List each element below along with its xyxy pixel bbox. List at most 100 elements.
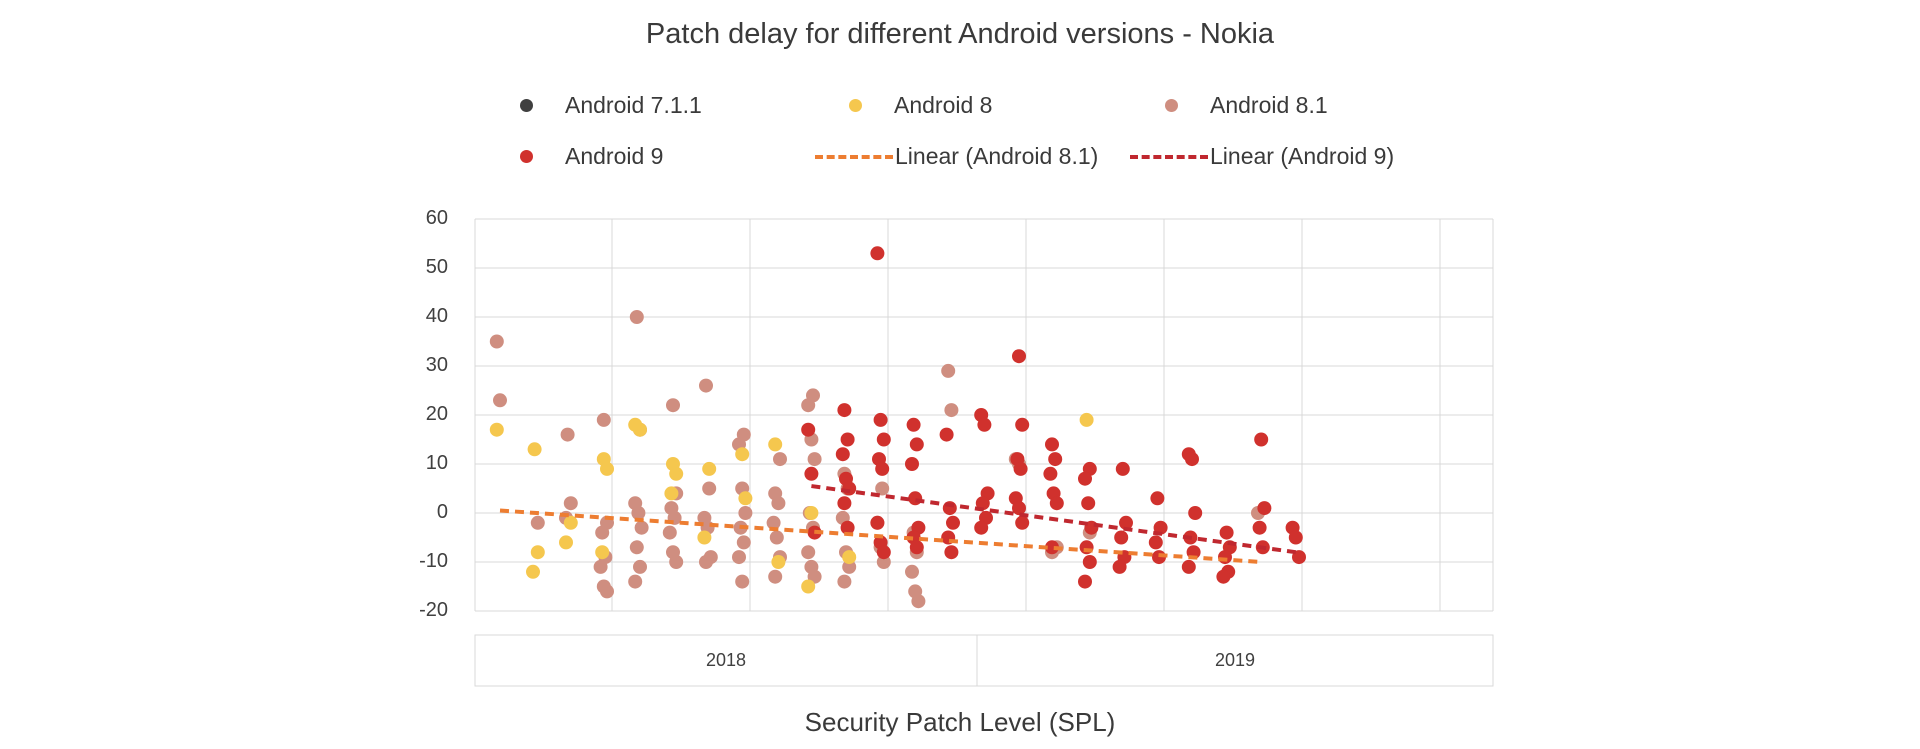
data-point-android-8-1 [631, 506, 646, 520]
data-point-android-8 [669, 466, 684, 481]
data-point-android-9 [1045, 437, 1059, 452]
data-point-android-8-1 [628, 574, 643, 589]
legend-line-linear-android-8-1 [815, 154, 893, 159]
y-tick-label: 50 [425, 256, 448, 278]
legend-item-linear-android-8-1: Linear (Android 8.1) [815, 143, 1098, 170]
legend-label-linear-android-8-1: Linear (Android 8.1) [895, 143, 1099, 169]
data-point-android-9 [906, 417, 921, 432]
data-point-android-9 [1188, 506, 1203, 520]
data-point-android-9 [1288, 530, 1303, 545]
data-point-android-8-1 [875, 481, 890, 496]
data-point-android-8-1 [493, 393, 507, 408]
data-point-android-8 [600, 461, 614, 476]
data-point-android-9 [974, 520, 989, 535]
data-point-android-8 [842, 550, 857, 565]
data-point-android-8 [801, 579, 816, 594]
chart-title: Patch delay for different Android versio… [645, 18, 1275, 50]
data-point-android-8-1 [941, 363, 956, 378]
data-point-android-9 [840, 432, 855, 447]
data-point-android-9 [1081, 496, 1096, 511]
data-point-android-9 [1043, 466, 1058, 481]
y-tick-label: -20 [419, 599, 448, 621]
data-point-android-8 [526, 564, 540, 579]
data-point-android-8 [527, 442, 542, 457]
data-point-android-9 [1013, 461, 1028, 476]
legend-line-linear-android-9 [1130, 154, 1208, 159]
data-point-android-8-1 [563, 496, 578, 511]
data-point-android-8 [771, 555, 786, 569]
y-tick-label: 10 [425, 452, 448, 474]
data-point-android-9 [909, 540, 924, 555]
data-point-android-9 [1012, 501, 1026, 516]
data-point-android-8-1 [699, 555, 713, 569]
data-point-android-8-1 [876, 555, 891, 569]
data-point-android-8-1 [702, 481, 717, 496]
data-point-android-9 [1015, 417, 1030, 432]
data-point-android-9 [876, 545, 891, 560]
data-point-android-8-1 [629, 540, 644, 555]
legend-item-android-8-1: Android 8.1 [1153, 92, 1328, 119]
data-point-android-8-1 [732, 550, 746, 565]
legend-marker-android-9 [520, 150, 533, 163]
data-point-android-9 [975, 496, 990, 511]
data-point-android-8-1 [633, 559, 647, 574]
data-point-android-8 [563, 515, 578, 530]
data-point-android-8-1 [596, 412, 611, 427]
x-category-label: 2018 [705, 650, 747, 670]
legend-item-android-7-1-1: Android 7.1.1 [508, 92, 702, 119]
data-point-android-8-1 [837, 574, 852, 589]
data-point-android-8-1 [735, 574, 750, 589]
data-point-android-9 [909, 437, 924, 452]
data-point-android-8 [697, 530, 712, 545]
data-point-android-9 [870, 515, 885, 530]
legend-marker-android-8-1 [1165, 99, 1178, 112]
data-point-android-8-1 [600, 584, 614, 599]
legend-marker-android-8 [849, 99, 862, 112]
data-point-android-8-1 [669, 555, 684, 569]
data-point-android-8-1 [595, 525, 610, 540]
legend-label-android-8: Android 8 [894, 92, 993, 118]
data-point-android-9 [837, 403, 852, 418]
legend-label-android-8-1: Android 8.1 [1210, 92, 1328, 118]
y-tick-label: 60 [425, 207, 448, 229]
data-point-android-8 [735, 447, 750, 462]
data-point-android-9 [1115, 461, 1130, 476]
data-point-android-8-1 [911, 594, 926, 609]
data-point-android-9 [1015, 515, 1030, 530]
data-point-android-9 [876, 432, 891, 447]
y-tick-label: 40 [425, 305, 448, 327]
data-point-android-9 [837, 496, 852, 511]
trendline-linear-android-8-1 [499, 508, 1262, 564]
data-point-android-9 [946, 515, 960, 530]
data-point-android-9 [977, 417, 992, 432]
data-point-android-9 [1048, 452, 1063, 467]
data-point-android-8-1 [801, 398, 816, 413]
data-point-android-9 [1254, 432, 1269, 447]
data-point-android-8 [595, 545, 610, 560]
data-point-android-8-1 [773, 452, 787, 467]
data-point-android-8-1 [771, 496, 786, 511]
y-tick-label: -10 [419, 550, 448, 572]
data-point-android-9 [1012, 349, 1026, 364]
data-point-android-9 [1153, 520, 1168, 535]
x-category-label: 2019 [1214, 650, 1256, 670]
data-point-android-9 [1082, 555, 1097, 569]
data-point-android-9 [905, 457, 919, 471]
data-point-android-9 [1219, 525, 1234, 540]
data-point-android-9 [804, 466, 819, 481]
data-point-android-8-1 [738, 506, 753, 520]
data-point-android-9 [1112, 559, 1127, 574]
data-point-android-9 [1049, 496, 1064, 511]
data-point-android-8 [530, 545, 545, 560]
data-point-android-9 [1252, 520, 1267, 535]
data-point-android-8 [1079, 412, 1094, 427]
category-axis-box [474, 634, 1494, 687]
data-point-android-8-1 [489, 334, 504, 349]
data-point-android-9 [1119, 515, 1133, 530]
data-point-android-8-1 [801, 545, 816, 560]
data-point-android-8 [768, 437, 783, 452]
data-point-android-9 [1148, 535, 1163, 550]
data-point-android-9 [1150, 491, 1165, 506]
